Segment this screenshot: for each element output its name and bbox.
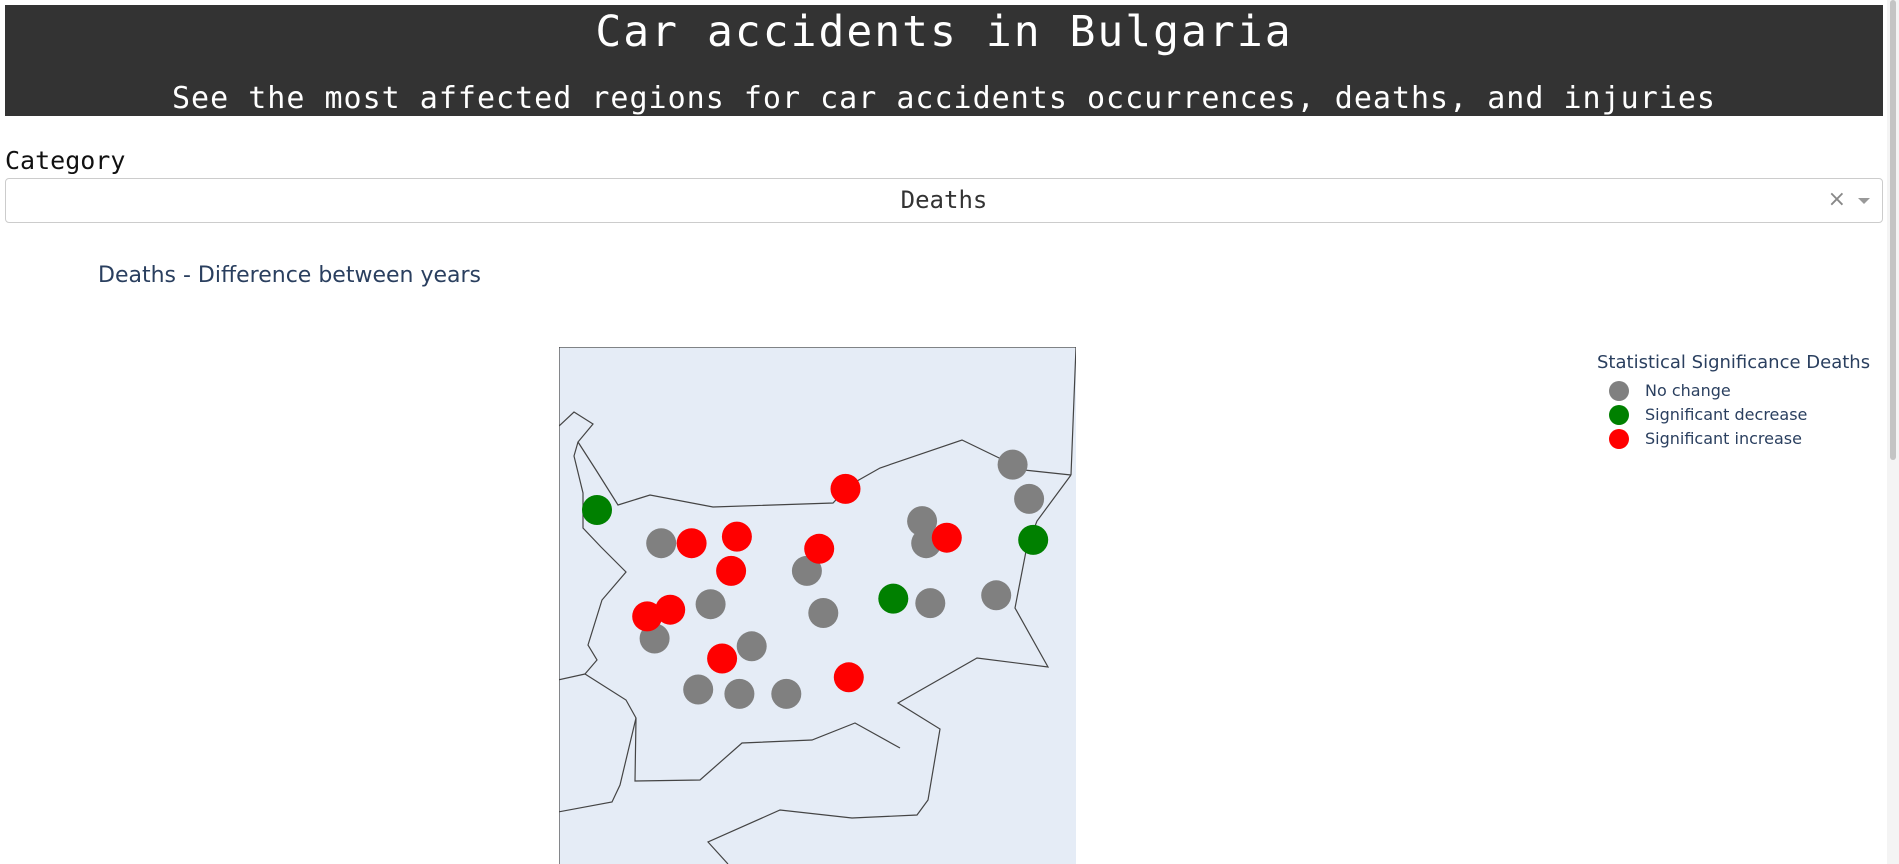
map-point-significant-decrease[interactable] — [1018, 524, 1049, 555]
map-point-no-change[interactable] — [1014, 483, 1045, 514]
map-border-southwest — [559, 717, 637, 813]
scrollbar-thumb[interactable] — [1890, 0, 1896, 460]
chevron-down-icon[interactable] — [1858, 198, 1870, 204]
map-border-south — [559, 673, 586, 681]
map-frame — [559, 347, 1076, 864]
legend-label: No change — [1645, 381, 1731, 400]
category-label: Category — [5, 146, 126, 175]
map-point-no-change[interactable] — [724, 678, 755, 709]
map-point-significant-increase[interactable] — [830, 473, 861, 504]
map-point-no-change[interactable] — [736, 631, 767, 662]
map-point-significant-increase[interactable] — [721, 521, 752, 552]
map-point-significant-increase[interactable] — [707, 643, 738, 674]
legend-dot-icon — [1609, 381, 1629, 401]
chart-title: Deaths - Difference between years — [98, 263, 481, 288]
legend-item-significant-decrease[interactable]: Significant decrease — [1597, 403, 1870, 427]
map-point-significant-increase[interactable] — [716, 555, 747, 586]
map-point-significant-increase[interactable] — [676, 528, 707, 559]
category-dropdown[interactable]: Deaths × — [5, 178, 1883, 223]
map-point-no-change[interactable] — [791, 555, 822, 586]
page-header: Car accidents in Bulgaria See the most a… — [5, 5, 1883, 116]
map-point-no-change[interactable] — [695, 589, 726, 620]
legend-title: Statistical Significance Deaths — [1597, 352, 1871, 373]
legend: Statistical Significance Deaths No chang… — [1597, 352, 1870, 451]
map-point-significant-decrease[interactable] — [582, 495, 612, 525]
page-title: Car accidents in Bulgaria — [595, 7, 1293, 57]
map-point-no-change[interactable] — [646, 528, 677, 559]
map-point-significant-increase[interactable] — [833, 662, 864, 693]
map-point-significant-decrease[interactable] — [878, 583, 909, 614]
map-point-no-change[interactable] — [808, 598, 839, 628]
map-point-no-change[interactable] — [683, 674, 714, 705]
legend-label: Significant increase — [1645, 429, 1802, 448]
legend-item-significant-increase[interactable]: Significant increase — [1597, 427, 1870, 451]
map-point-significant-increase[interactable] — [632, 601, 663, 632]
category-selected-value: Deaths — [900, 186, 988, 214]
legend-dot-icon — [1609, 405, 1629, 425]
legend-item-no-change[interactable]: No change — [1597, 379, 1870, 403]
map-point-significant-increase[interactable] — [931, 522, 962, 553]
map-point-no-change[interactable] — [771, 678, 802, 709]
clear-icon[interactable]: × — [1827, 187, 1846, 212]
map-points — [582, 449, 1049, 709]
map-border-north — [559, 411, 1072, 508]
scrollbar[interactable] — [1887, 0, 1899, 864]
map-point-no-change[interactable] — [997, 449, 1028, 480]
map-border-east — [706, 474, 1072, 864]
map-border-west — [573, 441, 901, 782]
map-point-significant-increase[interactable] — [804, 533, 835, 564]
map-point-no-change[interactable] — [915, 588, 946, 619]
legend-dot-icon — [1609, 429, 1629, 449]
map-point-no-change[interactable] — [981, 580, 1012, 611]
page-subtitle: See the most affected regions for car ac… — [172, 81, 1716, 116]
legend-label: Significant decrease — [1645, 405, 1808, 424]
map-point-significant-increase[interactable] — [655, 594, 686, 625]
